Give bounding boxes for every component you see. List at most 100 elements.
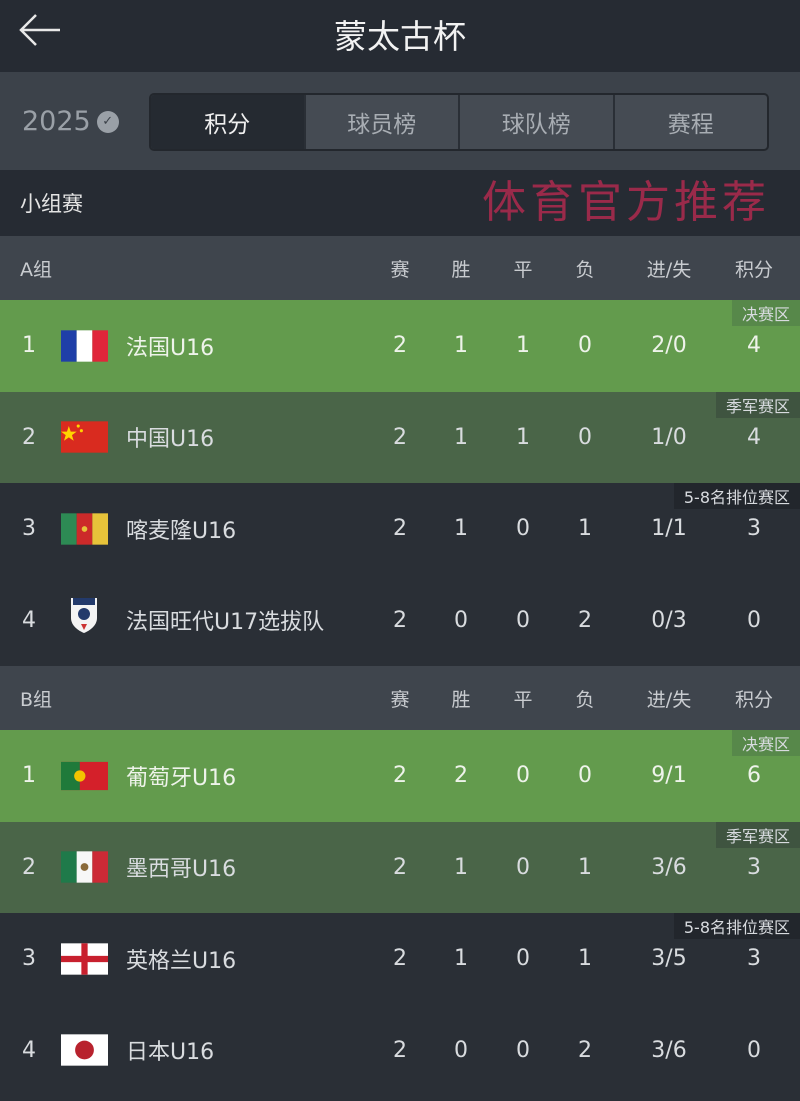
played-value: 2 xyxy=(393,854,407,880)
china-flag-icon xyxy=(61,421,108,453)
points-value: 3 xyxy=(747,854,761,880)
drawn-value: 0 xyxy=(516,1037,530,1063)
goals-value: 3/5 xyxy=(651,946,687,972)
column-header-played: 赛 xyxy=(390,258,410,281)
tab-schedule[interactable]: 赛程 xyxy=(612,95,768,149)
drawn-value: 0 xyxy=(516,607,530,633)
mexico-flag-icon xyxy=(61,851,108,883)
toolbar: 2025 ✓ 积分 球员榜 球队榜 赛程 xyxy=(0,72,800,170)
played-value: 2 xyxy=(393,424,407,450)
tab-standings[interactable]: 积分 xyxy=(151,95,304,149)
lost-value: 0 xyxy=(578,424,592,450)
won-value: 1 xyxy=(454,424,468,450)
goals-value: 1/0 xyxy=(651,424,687,450)
played-value: 2 xyxy=(393,607,407,633)
rank: 2 xyxy=(22,854,36,880)
tab-team-rankings[interactable]: 球队榜 xyxy=(458,95,613,149)
rank: 4 xyxy=(22,1037,36,1063)
team-name[interactable]: 喀麦隆U16 xyxy=(126,518,237,544)
lost-value: 2 xyxy=(578,1037,592,1063)
year-selector[interactable]: 2025 ✓ xyxy=(22,106,119,137)
column-header-points: 积分 xyxy=(734,688,773,711)
won-value: 1 xyxy=(454,516,468,542)
goals-value: 0/3 xyxy=(651,607,687,633)
club-crest-flag-icon xyxy=(61,598,108,642)
points-value: 0 xyxy=(747,607,761,633)
team-name[interactable]: 葡萄牙U16 xyxy=(126,765,237,791)
rank: 1 xyxy=(22,763,36,789)
table-row[interactable]: 3 英格兰U16 2 1 0 1 3/5 3 5-8名排位赛区 xyxy=(0,913,800,1005)
team-name[interactable]: 中国U16 xyxy=(126,427,215,453)
team-name[interactable]: 英格兰U16 xyxy=(126,948,237,974)
team-name[interactable]: 法国U16 xyxy=(126,335,215,361)
played-value: 2 xyxy=(393,333,407,359)
zone-badge: 季军赛区 xyxy=(715,821,800,848)
team-name[interactable]: 法国旺代U17选拔队 xyxy=(126,610,325,636)
zone-badge: 5-8名排位赛区 xyxy=(673,913,800,939)
drawn-value: 0 xyxy=(516,854,530,880)
table-row[interactable]: 3 喀麦隆U16 2 1 0 1 1/1 3 5-8名排位赛区 xyxy=(0,483,800,575)
points-value: 3 xyxy=(747,516,761,542)
lost-value: 1 xyxy=(578,516,592,542)
page-title: 蒙太古杯 xyxy=(334,17,466,56)
lost-value: 1 xyxy=(578,946,592,972)
drawn-value: 0 xyxy=(516,516,530,542)
played-value: 2 xyxy=(393,516,407,542)
group-label: A组 xyxy=(20,258,52,281)
france-flag-icon xyxy=(61,330,108,362)
zone-badge: 决赛区 xyxy=(731,300,800,326)
played-value: 2 xyxy=(393,946,407,972)
drawn-value: 1 xyxy=(516,333,530,359)
points-value: 6 xyxy=(747,763,761,789)
lost-value: 1 xyxy=(578,854,592,880)
back-arrow-icon[interactable] xyxy=(18,12,62,48)
column-header-drawn: 平 xyxy=(513,688,533,711)
drawn-value: 0 xyxy=(516,763,530,789)
team-name[interactable]: 日本U16 xyxy=(126,1040,215,1066)
table-row[interactable]: 4 法国旺代U17选拔队 2 0 0 2 0/3 0 xyxy=(0,574,800,666)
column-header-won: 胜 xyxy=(451,688,471,711)
watermark: 体育官方推荐 xyxy=(482,177,770,228)
goals-value: 9/1 xyxy=(651,763,687,789)
zone-badge: 季军赛区 xyxy=(715,391,800,418)
goals-value: 2/0 xyxy=(651,333,687,359)
group-label: B组 xyxy=(20,688,53,711)
section-bar: 小组赛 体育官方推荐 xyxy=(0,170,800,236)
won-value: 1 xyxy=(454,333,468,359)
column-header-points: 积分 xyxy=(734,258,773,281)
rank: 2 xyxy=(22,424,36,450)
rank: 3 xyxy=(22,946,36,972)
zone-badge: 决赛区 xyxy=(731,730,800,756)
points-value: 4 xyxy=(747,424,761,450)
column-header-played: 赛 xyxy=(390,688,410,711)
england-flag-icon xyxy=(61,943,108,975)
year-label: 2025 xyxy=(22,106,91,137)
drawn-value: 1 xyxy=(516,424,530,450)
tab-player-rankings[interactable]: 球员榜 xyxy=(303,95,459,149)
won-value: 1 xyxy=(454,854,468,880)
lost-value: 0 xyxy=(578,333,592,359)
column-header-lost: 负 xyxy=(575,258,595,281)
zone-badge: 5-8名排位赛区 xyxy=(673,483,800,509)
table-row[interactable]: 2 中国U16 2 1 1 0 1/0 4 季军赛区 xyxy=(0,391,800,483)
cameroon-flag-icon xyxy=(61,513,108,545)
section-title: 小组赛 xyxy=(20,192,83,216)
group-header: A组 赛 胜 平 负 进/失 积分 xyxy=(0,236,800,300)
table-row[interactable]: 1 法国U16 2 1 1 0 2/0 4 决赛区 xyxy=(0,300,800,392)
won-value: 2 xyxy=(454,763,468,789)
lost-value: 0 xyxy=(578,763,592,789)
app-header: 蒙太古杯 xyxy=(0,0,800,72)
won-value: 1 xyxy=(454,946,468,972)
team-name[interactable]: 墨西哥U16 xyxy=(126,857,237,883)
table-row[interactable]: 4 日本U16 2 0 0 2 3/6 0 xyxy=(0,1004,800,1096)
lost-value: 2 xyxy=(578,607,592,633)
points-value: 0 xyxy=(747,1037,761,1063)
rank: 4 xyxy=(22,607,36,633)
table-row[interactable]: 1 葡萄牙U16 2 2 0 0 9/1 6 决赛区 xyxy=(0,730,800,822)
rank: 1 xyxy=(22,333,36,359)
japan-flag-icon xyxy=(61,1034,108,1066)
portugal-flag-icon xyxy=(61,760,108,792)
points-value: 4 xyxy=(747,333,761,359)
table-row[interactable]: 2 墨西哥U16 2 1 0 1 3/6 3 季军赛区 xyxy=(0,821,800,913)
column-header-drawn: 平 xyxy=(513,258,533,281)
